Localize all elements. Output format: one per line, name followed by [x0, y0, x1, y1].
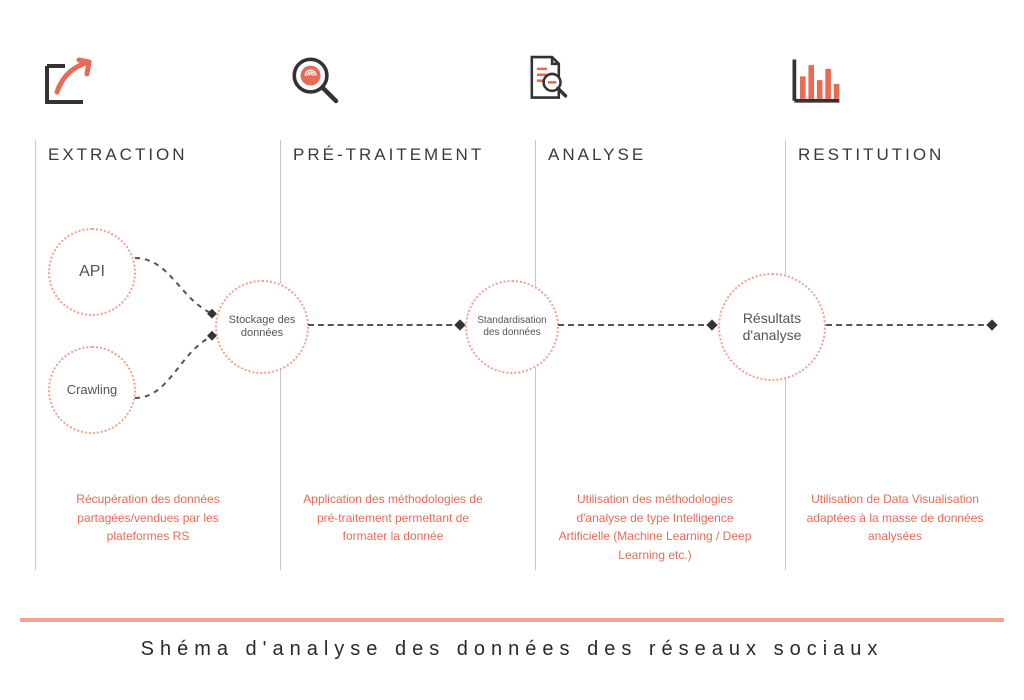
curve-api-to-stockage — [0, 0, 1024, 700]
footer-title: Shéma d'analyse des données des réseaux … — [0, 638, 1024, 661]
footer-band — [20, 618, 1004, 622]
desc-restitution: Utilisation de Data Visualisation adapté… — [795, 490, 995, 546]
desc-pretraitement: Application des méthodologies de pré-tra… — [293, 490, 493, 546]
connector-resultats-end — [826, 324, 994, 326]
connector-stockage-standard — [308, 324, 462, 326]
desc-analyse: Utilisation des méthodologies d'analyse … — [555, 490, 755, 564]
connector-standard-resultats — [558, 324, 714, 326]
diagram-stage: EXTRACTION PRÉ-TRAITEMENT ANALYSE RESTIT… — [0, 0, 1024, 700]
desc-extraction: Récupération des données partagées/vendu… — [48, 490, 248, 546]
